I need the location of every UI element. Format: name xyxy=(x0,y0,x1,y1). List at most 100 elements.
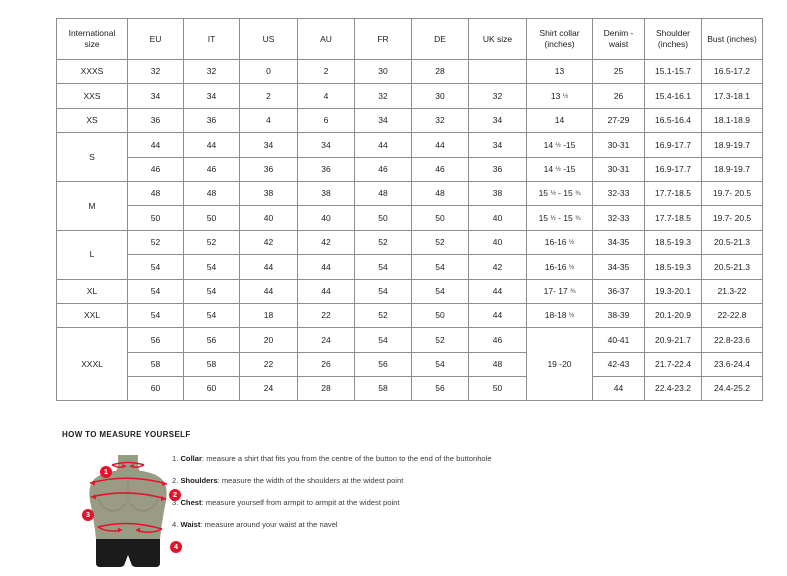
cell-denim-waist: 36-37 xyxy=(592,278,645,304)
cell-it: 48 xyxy=(183,180,240,207)
cell-denim-waist: 32-33 xyxy=(592,180,645,207)
header-line-1: Denim - xyxy=(603,28,634,39)
cell-international-size: S xyxy=(56,132,128,182)
cell-shoulder: 15.1-15.7 xyxy=(644,58,702,85)
cell-bust: 23.6-24.4 xyxy=(701,351,763,378)
cell-shoulder: 16.5-16.4 xyxy=(644,107,702,134)
cell-eu: 58 xyxy=(127,351,184,378)
cell-denim-waist: 30-31 xyxy=(592,156,645,182)
neck-shape xyxy=(112,455,144,473)
cell-de: 48 xyxy=(411,180,469,207)
cell-de: 56 xyxy=(411,376,469,402)
cell-de: 54 xyxy=(411,278,469,304)
measure-item-text: : measure a shirt that fits you from the… xyxy=(201,454,492,463)
cell-international-size: M xyxy=(56,180,128,231)
cell-us: 24 xyxy=(239,376,298,402)
cell-eu: 44 xyxy=(127,132,184,158)
table-row: 60 60 24 28 58 56 50 44 22.4-23.2 24.4-25.2 xyxy=(57,376,763,402)
cell-de: 46 xyxy=(411,156,469,182)
cell-bust: 18.9-19.7 xyxy=(701,156,763,182)
cell-uk-size: 42 xyxy=(468,254,527,280)
cell-fr: 54 xyxy=(354,254,412,280)
cell-it: 56 xyxy=(183,327,240,353)
cell-fr: 52 xyxy=(354,302,412,329)
cell-uk-size xyxy=(468,58,527,85)
measure-item-number: 2. xyxy=(172,476,181,486)
measure-item-term: Waist xyxy=(180,520,201,530)
cell-au: 38 xyxy=(297,180,355,207)
column-header-fr: FR xyxy=(354,18,412,60)
cell-eu: 46 xyxy=(127,156,184,182)
header-line-2: (inches) xyxy=(657,39,689,49)
cell-eu: 54 xyxy=(127,302,184,329)
cell-uk-size: 38 xyxy=(468,180,527,207)
cell-uk-size: 36 xyxy=(468,156,527,182)
column-header-us: US xyxy=(239,18,298,60)
cell-denim-waist: 34-35 xyxy=(592,229,645,256)
cell-it: 54 xyxy=(183,278,240,304)
cell-shirt-collar: 13 ½ xyxy=(526,83,593,109)
cell-it: 32 xyxy=(183,58,240,85)
cell-bust: 17.3-18.1 xyxy=(701,83,763,109)
cell-uk-size: 34 xyxy=(468,107,527,134)
cell-bust: 16.5-17.2 xyxy=(701,58,763,85)
cell-bust: 22.8-23.6 xyxy=(701,327,763,353)
cell-shoulder: 15.4-16.1 xyxy=(644,83,702,109)
cell-international-size: L xyxy=(56,229,128,280)
cell-shirt-collar: 19 -20 xyxy=(526,327,593,402)
cell-international-size: XXXS xyxy=(56,58,128,85)
measure-badge-1: 1 xyxy=(100,466,112,478)
cell-au: 42 xyxy=(297,229,355,256)
shoulders-tape xyxy=(89,477,168,486)
table-header: International size EU IT US AU FR DE UK … xyxy=(56,18,763,60)
cell-denim-waist: 40-41 xyxy=(592,327,645,353)
cell-us: 22 xyxy=(239,351,298,378)
cell-uk-size: 32 xyxy=(468,83,527,109)
cell-denim-waist: 26 xyxy=(592,83,645,109)
cell-au: 22 xyxy=(297,302,355,329)
cell-de: 30 xyxy=(411,83,469,109)
measure-badge-2: 2 xyxy=(169,489,181,501)
cell-fr: 54 xyxy=(354,327,412,353)
cell-shoulder: 16.9-17.7 xyxy=(644,156,702,182)
cell-shirt-collar: 13 xyxy=(526,58,593,85)
measure-item-text: : measure around your waist at the navel xyxy=(200,520,338,530)
cell-it: 50 xyxy=(183,205,240,231)
cell-eu: 32 xyxy=(127,58,184,85)
table-row: XS 36 36 4 6 34 32 34 14 27-29 16.5-16.4 18.1-18.9 xyxy=(56,107,763,134)
cell-fr: 44 xyxy=(354,132,412,158)
cell-de: 44 xyxy=(411,132,469,158)
cell-de: 28 xyxy=(411,58,469,85)
cell-bust: 21.3-22 xyxy=(701,278,763,304)
cell-it: 46 xyxy=(183,156,240,182)
cell-international-size: XXL xyxy=(56,302,128,329)
column-header-shirt-collar: Shirt collar (inches) xyxy=(526,18,593,60)
cell-de: 50 xyxy=(411,205,469,231)
measure-instruction-item: 4. Waist: measure around your waist at t… xyxy=(172,521,492,529)
cell-denim-waist: 38-39 xyxy=(592,302,645,329)
measure-item-term: Collar xyxy=(180,454,202,463)
cell-shoulder: 17.7-18.5 xyxy=(644,180,702,207)
measure-item-term: Chest xyxy=(180,498,202,508)
cell-fr: 58 xyxy=(354,376,412,402)
column-header-bust: Bust (inches) xyxy=(701,18,763,60)
how-to-measure-heading: HOW TO MEASURE YOURSELF xyxy=(62,430,191,439)
waist-tape xyxy=(97,522,163,533)
cell-us: 18 xyxy=(239,302,298,329)
cell-eu: 60 xyxy=(127,376,184,402)
mannequin-illustration-svg xyxy=(89,455,168,567)
cell-uk-size: 44 xyxy=(468,278,527,304)
cell-fr: 48 xyxy=(354,180,412,207)
cell-fr: 54 xyxy=(354,278,412,304)
cell-fr: 46 xyxy=(354,156,412,182)
measure-instructions-list: 1. Collar: measure a shirt that fits you… xyxy=(172,455,492,543)
cell-bust: 20.5-21.3 xyxy=(701,254,763,280)
cell-denim-waist: 27-29 xyxy=(592,107,645,134)
cell-international-size: XS xyxy=(56,107,128,134)
cell-au: 28 xyxy=(297,376,355,402)
cell-bust: 18.9-19.7 xyxy=(701,132,763,158)
cell-au: 44 xyxy=(297,254,355,280)
cell-de: 32 xyxy=(411,107,469,134)
cell-it: 58 xyxy=(183,351,240,378)
how-to-measure-body: 1 2 3 4 1. Collar: measure a shirt that … xyxy=(62,445,762,571)
